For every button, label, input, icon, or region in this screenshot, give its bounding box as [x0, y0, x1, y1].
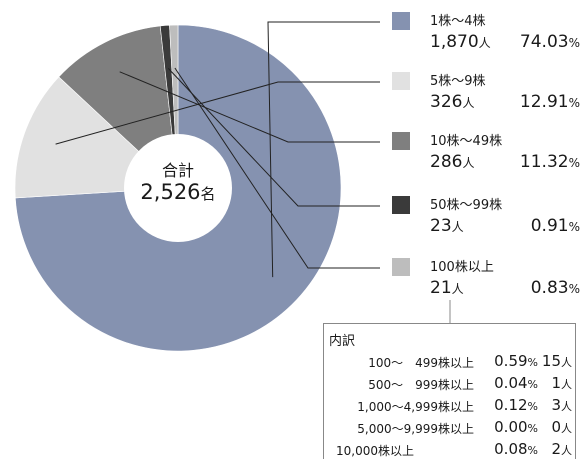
- breakdown-row: 5,000～9,999株以上 0.00% 0人: [324, 418, 577, 440]
- legend-percent-unit: %: [568, 156, 580, 170]
- breakdown-percent-unit: %: [527, 378, 538, 391]
- breakdown-percent-unit: %: [527, 356, 538, 369]
- legend-count-value: 326: [430, 92, 463, 112]
- breakdown-percent-unit: %: [527, 422, 538, 435]
- breakdown-row: 100～ 499株以上 0.59% 15人: [324, 352, 577, 374]
- legend-count: 23人: [430, 216, 464, 236]
- legend-percent: 0.91%: [460, 216, 580, 236]
- legend-count-unit: 人: [451, 282, 464, 296]
- leader-line: [119, 71, 380, 143]
- breakdown-percent: 0.59%: [474, 352, 538, 370]
- breakdown-count-unit: 人: [561, 444, 572, 457]
- breakdown-count-value: 0: [551, 418, 561, 436]
- legend-count-value: 1,870: [430, 32, 479, 52]
- breakdown-count: 15人: [538, 352, 572, 370]
- breakdown-count-value: 1: [551, 374, 561, 392]
- breakdown-percent-value: 0.12: [494, 396, 528, 414]
- breakdown-row: 500～ 999株以上 0.04% 1人: [324, 374, 577, 396]
- breakdown-label: 1,000～4,999株以上: [357, 400, 474, 414]
- legend-percent-unit: %: [568, 282, 580, 296]
- donut-hole: [124, 134, 232, 242]
- breakdown-percent-unit: %: [527, 400, 538, 413]
- legend-percent-unit: %: [568, 36, 580, 50]
- breakdown-count: 1人: [538, 374, 572, 392]
- legend-swatch: [392, 12, 410, 30]
- center-total-unit: 名: [200, 185, 216, 203]
- leader-line: [55, 81, 380, 145]
- legend-percent: 11.32%: [460, 152, 580, 172]
- legend-count-value: 21: [430, 278, 452, 298]
- legend-count-unit: 人: [462, 156, 475, 170]
- breakdown-percent-value: 0.00: [494, 418, 528, 436]
- legend-swatch: [392, 132, 410, 150]
- legend-count-unit: 人: [451, 220, 464, 234]
- leader-line: [267, 21, 380, 278]
- breakdown-percent-value: 0.04: [494, 374, 528, 392]
- legend-percent-value: 12.91: [519, 92, 569, 112]
- legend-count: 326人: [430, 92, 474, 112]
- breakdown-count: 2人: [538, 440, 572, 458]
- breakdown-label: 500～ 999株以上: [368, 378, 474, 392]
- legend-percent-value: 74.03: [519, 32, 569, 52]
- legend-percent-unit: %: [568, 220, 580, 234]
- legend-swatch: [392, 196, 410, 214]
- legend-label: 100株以上: [430, 260, 494, 275]
- center-total: 2,526名: [125, 180, 231, 204]
- breakdown-percent-value: 0.59: [494, 352, 528, 370]
- legend-count-unit: 人: [478, 36, 491, 50]
- legend-count: 286人: [430, 152, 474, 172]
- breakdown-percent-unit: %: [527, 444, 538, 457]
- breakdown-label: 5,000～9,999株以上: [357, 422, 474, 436]
- legend-swatch: [392, 72, 410, 90]
- breakdown-box: 内訳 100～ 499株以上 0.59% 15人 500～ 999株以上 0.0…: [323, 323, 576, 459]
- legend-percent: 0.83%: [460, 278, 580, 298]
- breakdown-percent: 0.04%: [474, 374, 538, 392]
- breakdown-count: 3人: [538, 396, 572, 414]
- leader-lines: [55, 21, 451, 323]
- leader-line: [167, 68, 380, 207]
- legend-percent: 74.03%: [460, 32, 580, 52]
- breakdown-count-unit: 人: [561, 400, 572, 413]
- breakdown-percent: 0.12%: [474, 396, 538, 414]
- legend-label: 5株～9株: [430, 74, 486, 89]
- legend-count: 1,870人: [430, 32, 491, 52]
- breakdown-count-unit: 人: [561, 378, 572, 391]
- breakdown-count: 0人: [538, 418, 572, 436]
- breakdown-title: 内訳: [329, 334, 356, 349]
- legend-count-value: 23: [430, 216, 452, 236]
- legend-label: 10株～49株: [430, 134, 503, 149]
- breakdown-count-value: 3: [551, 396, 561, 414]
- breakdown-row: 1,000～4,999株以上 0.12% 3人: [324, 396, 577, 418]
- legend-percent: 12.91%: [460, 92, 580, 112]
- breakdown-count-unit: 人: [561, 422, 572, 435]
- breakdown-count-unit: 人: [561, 356, 572, 369]
- breakdown-percent: 0.08%: [474, 440, 538, 458]
- legend-label: 50株～99株: [430, 198, 503, 213]
- breakdown-count-value: 15: [541, 352, 561, 370]
- legend-percent-value: 0.83: [530, 278, 569, 298]
- breakdown-label: 100～ 499株以上: [368, 356, 474, 370]
- legend-label: 1株～4株: [430, 14, 486, 29]
- breakdown-percent-value: 0.08: [494, 440, 528, 458]
- legend-count-unit: 人: [462, 96, 475, 110]
- leader-line: [174, 67, 380, 269]
- legend-swatch: [392, 258, 410, 276]
- legend-percent-value: 0.91: [530, 216, 569, 236]
- legend-percent-value: 11.32: [519, 152, 569, 172]
- breakdown-row: 10,000株以上 0.08% 2人: [324, 440, 577, 462]
- breakdown-count-value: 2: [551, 440, 561, 458]
- breakdown-percent: 0.00%: [474, 418, 538, 436]
- breakdown-label: 10,000株以上: [336, 444, 414, 458]
- legend-percent-unit: %: [568, 96, 580, 110]
- center-title: 合計: [161, 161, 194, 180]
- center-total-value: 2,526: [140, 180, 201, 204]
- legend-count: 21人: [430, 278, 464, 298]
- legend-count-value: 286: [430, 152, 463, 172]
